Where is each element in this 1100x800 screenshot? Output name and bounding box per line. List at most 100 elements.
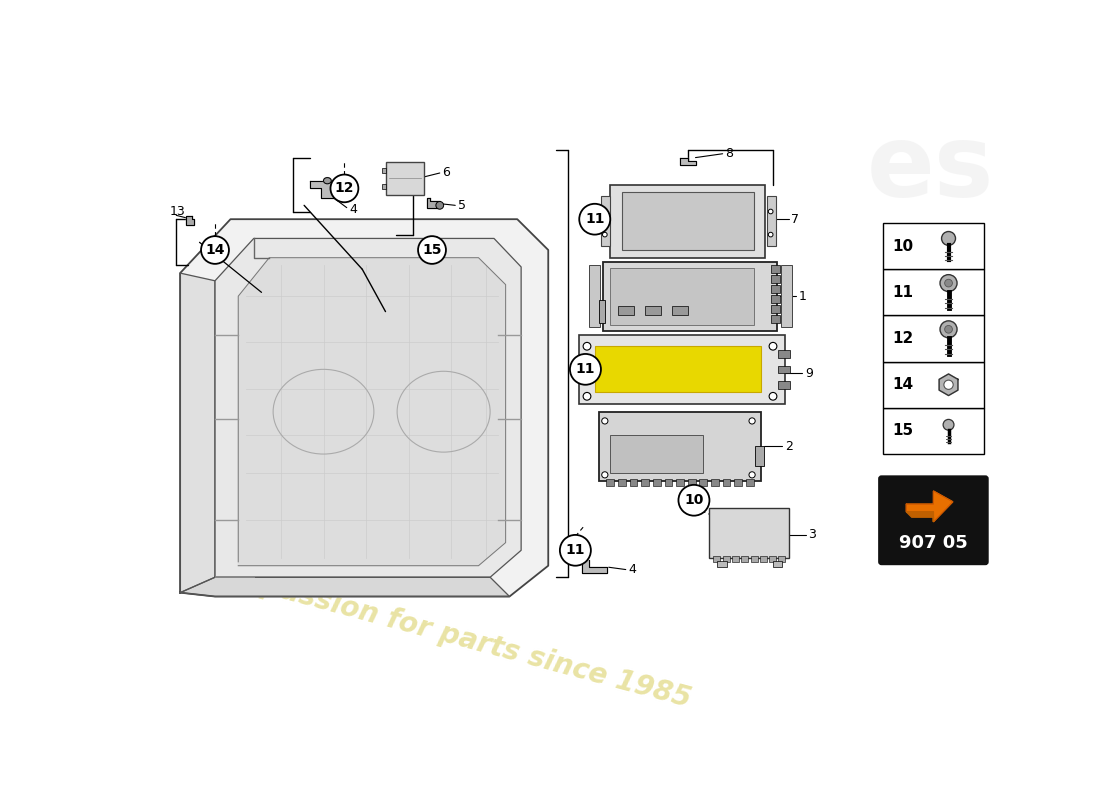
FancyBboxPatch shape xyxy=(385,162,425,194)
Circle shape xyxy=(602,418,608,424)
Text: 13: 13 xyxy=(170,205,186,218)
Bar xyxy=(629,479,637,486)
Circle shape xyxy=(583,342,591,350)
Polygon shape xyxy=(939,374,958,395)
Circle shape xyxy=(940,321,957,338)
Polygon shape xyxy=(180,219,548,597)
Text: 907 05: 907 05 xyxy=(899,534,968,552)
Text: 2: 2 xyxy=(784,440,792,453)
Bar xyxy=(606,479,614,486)
Bar xyxy=(750,557,758,562)
Circle shape xyxy=(560,535,591,566)
Text: 12: 12 xyxy=(892,331,914,346)
FancyBboxPatch shape xyxy=(767,196,777,246)
Bar xyxy=(700,479,707,486)
Circle shape xyxy=(580,204,611,234)
Bar xyxy=(779,350,790,358)
Text: 4: 4 xyxy=(349,203,358,217)
Circle shape xyxy=(769,393,777,400)
Text: 12: 12 xyxy=(334,182,354,195)
Bar xyxy=(732,557,739,562)
Text: 3: 3 xyxy=(807,529,816,542)
Polygon shape xyxy=(906,512,934,522)
Circle shape xyxy=(944,380,954,390)
Circle shape xyxy=(583,393,591,400)
Bar xyxy=(618,306,634,315)
Text: 15: 15 xyxy=(422,243,442,257)
FancyBboxPatch shape xyxy=(879,476,988,564)
Circle shape xyxy=(749,418,756,424)
Bar xyxy=(779,366,790,373)
Polygon shape xyxy=(239,258,506,566)
Bar xyxy=(653,479,661,486)
Bar xyxy=(781,266,792,327)
Text: 10: 10 xyxy=(892,238,913,254)
Bar xyxy=(641,479,649,486)
Circle shape xyxy=(768,232,773,237)
Text: 11: 11 xyxy=(575,362,595,376)
Polygon shape xyxy=(310,181,344,198)
Circle shape xyxy=(942,231,956,246)
Text: 4: 4 xyxy=(628,563,636,576)
Polygon shape xyxy=(214,238,521,578)
FancyBboxPatch shape xyxy=(610,185,766,258)
Bar xyxy=(771,275,780,283)
Bar xyxy=(746,479,754,486)
Bar xyxy=(771,286,780,293)
Circle shape xyxy=(603,209,607,214)
Bar xyxy=(735,479,743,486)
Text: 15: 15 xyxy=(892,423,913,438)
Circle shape xyxy=(201,236,229,264)
Text: 5: 5 xyxy=(458,199,465,212)
Text: 11: 11 xyxy=(892,285,913,300)
Bar xyxy=(618,479,626,486)
Text: 11: 11 xyxy=(565,543,585,558)
Bar xyxy=(588,266,601,327)
Circle shape xyxy=(603,232,607,237)
Polygon shape xyxy=(180,578,509,597)
Bar xyxy=(713,557,721,562)
Circle shape xyxy=(436,202,443,209)
FancyBboxPatch shape xyxy=(601,196,610,246)
Text: 9: 9 xyxy=(805,366,813,380)
Bar xyxy=(598,300,605,323)
Bar xyxy=(711,479,718,486)
Bar xyxy=(760,557,767,562)
Bar xyxy=(676,479,684,486)
Circle shape xyxy=(945,279,953,287)
Bar xyxy=(645,306,661,315)
Text: 14: 14 xyxy=(892,378,913,392)
Text: 8: 8 xyxy=(725,147,733,160)
FancyBboxPatch shape xyxy=(580,334,784,404)
Ellipse shape xyxy=(323,178,331,184)
Bar xyxy=(595,346,761,393)
Bar xyxy=(771,266,780,273)
Bar xyxy=(723,479,730,486)
Circle shape xyxy=(602,472,608,478)
Text: es: es xyxy=(867,122,994,218)
Circle shape xyxy=(945,326,953,333)
Bar xyxy=(756,446,764,466)
Bar xyxy=(383,168,386,173)
Text: 1: 1 xyxy=(799,290,806,302)
Bar xyxy=(883,315,983,362)
Circle shape xyxy=(679,485,710,516)
Text: 6: 6 xyxy=(442,166,450,179)
Text: 7: 7 xyxy=(791,213,799,226)
Polygon shape xyxy=(680,158,695,166)
Bar xyxy=(672,306,688,315)
FancyBboxPatch shape xyxy=(710,508,789,558)
Bar xyxy=(664,479,672,486)
Polygon shape xyxy=(180,273,214,593)
Circle shape xyxy=(943,419,954,430)
FancyBboxPatch shape xyxy=(621,192,754,250)
Bar xyxy=(771,306,780,313)
Bar xyxy=(773,561,782,567)
Polygon shape xyxy=(906,491,953,522)
Bar xyxy=(779,557,785,562)
Polygon shape xyxy=(427,198,440,208)
Text: 11: 11 xyxy=(585,212,605,226)
Bar xyxy=(883,362,983,408)
Bar xyxy=(723,557,729,562)
Polygon shape xyxy=(582,559,607,574)
